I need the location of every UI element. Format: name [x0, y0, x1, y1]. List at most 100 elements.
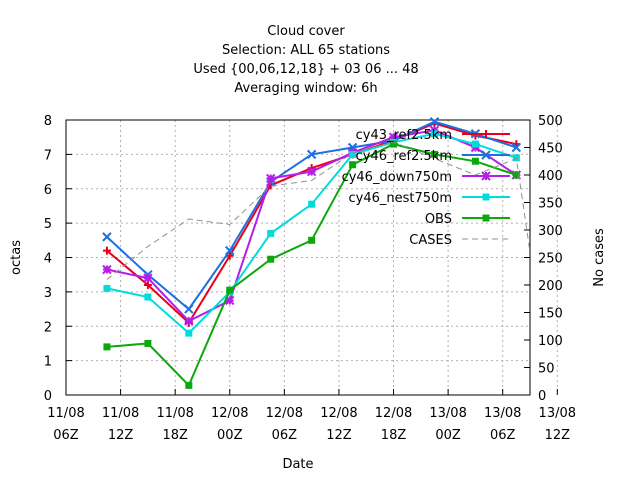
y2-tick-label: 100: [538, 334, 563, 349]
series-cy46-ref2-5km: [102, 117, 522, 314]
data-point: [267, 255, 275, 263]
data-point: [225, 295, 235, 306]
data-point: [267, 229, 275, 237]
data-point: [481, 150, 491, 160]
y2-tick-label: 250: [538, 252, 563, 267]
data-point: [306, 166, 317, 177]
series-line: [106, 141, 531, 280]
x-tick-label-hour: 00Z: [435, 428, 461, 443]
data-point: [103, 343, 111, 351]
y-axis-ticks: 0 1 2 3 4 5 6 7 8: [44, 114, 72, 404]
x-tick-label-date: 13/08: [484, 406, 521, 421]
y-tick-label: 1: [44, 355, 52, 370]
data-point: [481, 171, 491, 181]
y-tick-label: 2: [44, 320, 52, 335]
data-point: [185, 381, 193, 389]
data-point: [185, 329, 193, 337]
legend-label: cy46_down750m: [342, 170, 452, 185]
data-point: [388, 132, 399, 142]
x-tick-label-hour: 18Z: [162, 428, 188, 443]
y2-tick-label: 50: [538, 362, 555, 377]
title-line: Averaging window: 6h: [234, 81, 377, 96]
legend: cy43_ref2.5km cy46_ref2.5km cy46_down750mc…: [342, 128, 510, 248]
x-tick-label-date: 11/08: [156, 406, 193, 421]
x-tick-label-hour: 06Z: [490, 428, 516, 443]
x-tick-label-hour: 00Z: [217, 428, 243, 443]
legend-label: OBS: [425, 212, 452, 227]
y2-tick-label: 200: [538, 279, 563, 294]
legend-label: cy46_nest750m: [349, 191, 452, 206]
x-tick-label-date: 11/08: [47, 406, 84, 421]
data-point: [471, 157, 479, 165]
x-tick-label-date: 12/08: [266, 406, 303, 421]
y-tick-label: 3: [44, 286, 52, 301]
data-point: [349, 161, 357, 169]
y-tick-label: 6: [44, 183, 52, 198]
y2-tick-label: 500: [538, 114, 563, 129]
y-tick-label: 8: [44, 114, 52, 129]
x-tick-label-date: 11/08: [102, 406, 139, 421]
data-point: [512, 171, 520, 179]
x-axis-label: Date: [282, 457, 313, 472]
y-axis-label: octas: [9, 240, 24, 275]
y2-axis-label: No cases: [592, 228, 607, 287]
data-point: [265, 173, 276, 184]
y-tick-label: 5: [44, 217, 52, 232]
data-point: [390, 140, 398, 148]
data-point: [143, 273, 153, 283]
title-line: Selection: ALL 65 stations: [222, 43, 390, 58]
x-tick-label-date: 12/08: [320, 406, 357, 421]
data-point: [184, 316, 194, 326]
data-point: [482, 214, 490, 222]
title-line: Cloud cover: [267, 24, 345, 39]
series-line: [106, 120, 517, 311]
legend-label: CASES: [409, 233, 452, 248]
data-point: [144, 293, 152, 301]
series-obs: [103, 140, 520, 389]
data-point: [471, 140, 479, 148]
data-point: [511, 142, 522, 153]
data-point: [512, 154, 520, 162]
series-lines: [102, 117, 531, 389]
x-tick-label-hour: 18Z: [381, 428, 407, 443]
x-tick-label-hour: 06Z: [53, 428, 79, 443]
data-point: [308, 200, 316, 208]
x-tick-label-date: 12/08: [375, 406, 412, 421]
y2-tick-label: 400: [538, 169, 563, 184]
data-point: [430, 150, 438, 158]
series-cy46-nest750m: [103, 130, 520, 337]
data-point: [102, 232, 112, 242]
data-point: [482, 130, 490, 138]
x-tick-label-hour: 12Z: [545, 428, 571, 443]
data-point: [184, 304, 194, 314]
y2-tick-label: 150: [538, 307, 563, 322]
y2-tick-label: 0: [538, 389, 546, 404]
x-tick-label-date: 12/08: [211, 406, 248, 421]
data-point: [225, 245, 235, 256]
data-point: [144, 339, 152, 347]
data-point: [430, 130, 438, 138]
y2-tick-label: 350: [538, 197, 563, 212]
x-tick-label-hour: 12Z: [326, 428, 352, 443]
data-point: [308, 236, 316, 244]
y2-tick-label: 450: [538, 142, 563, 157]
x-tick-label-hour: 06Z: [272, 428, 298, 443]
x-axis-ticks: 11/08 06Z 11/08 12Z 11/08 18Z 12/08 00Z 12/08 06Z…: [47, 389, 576, 443]
y-tick-label: 0: [44, 389, 52, 404]
data-point: [226, 286, 234, 294]
y2-tick-label: 300: [538, 224, 563, 239]
title-line: Used {00,06,12,18} + 03 06 ... 48: [193, 62, 418, 77]
grid: [66, 120, 558, 395]
data-point: [143, 281, 152, 289]
x-tick-label-date: 13/08: [539, 406, 576, 421]
legend-label: cy46_ref2.5km: [356, 149, 452, 164]
series-cases: [106, 141, 531, 280]
x-tick-label-date: 13/08: [429, 406, 466, 421]
y2-axis-ticks: 0 50 100 150 200 250 300 350 400 450 500: [524, 114, 563, 404]
data-point: [102, 264, 112, 275]
chart-title: Cloud cover Selection: ALL 65 stations Use…: [193, 24, 418, 96]
data-point: [482, 193, 490, 201]
legend-label: cy43_ref2.5km: [356, 128, 452, 143]
x-tick-label-hour: 12Z: [108, 428, 134, 443]
